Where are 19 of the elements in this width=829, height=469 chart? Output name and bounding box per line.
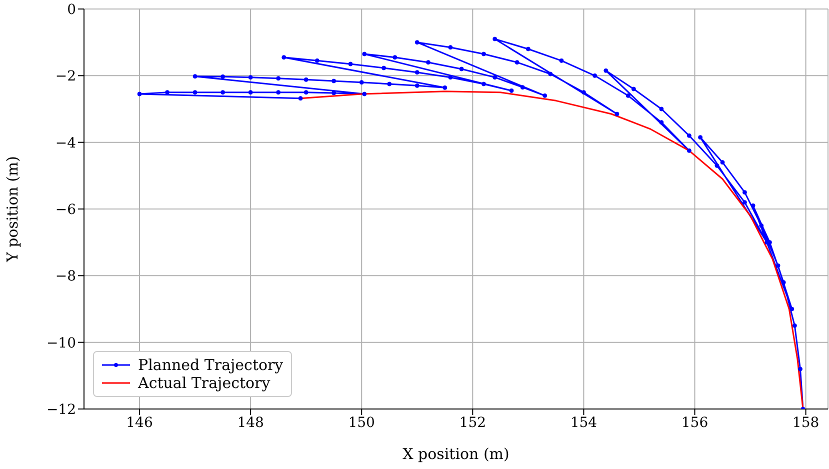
y-tick-label: 0 [67,2,76,18]
x-tick-label: 156 [681,414,708,431]
y-tick-label: −12 [46,402,76,418]
y-tick-label: −6 [55,202,76,218]
x-tick-label: 152 [459,414,486,431]
y-tick-label: −2 [55,68,76,85]
x-tick-label: 146 [126,414,153,431]
y-tick-label: −8 [55,268,76,285]
x-tick-label: 154 [570,414,598,431]
line-series [300,90,804,409]
x-tick-label: 158 [792,414,820,431]
y-axis-title: Y position (m) [3,156,22,264]
x-axis-title: X position (m) [402,445,510,463]
legend-label: Actual Trajectory [138,374,270,392]
x-tick-label: 150 [348,414,375,431]
legend-label: Planned Trajectory [138,356,284,374]
y-tick-label: −4 [55,135,76,152]
y-tick-label: −10 [46,335,76,352]
x-tick-label: 148 [237,414,264,431]
